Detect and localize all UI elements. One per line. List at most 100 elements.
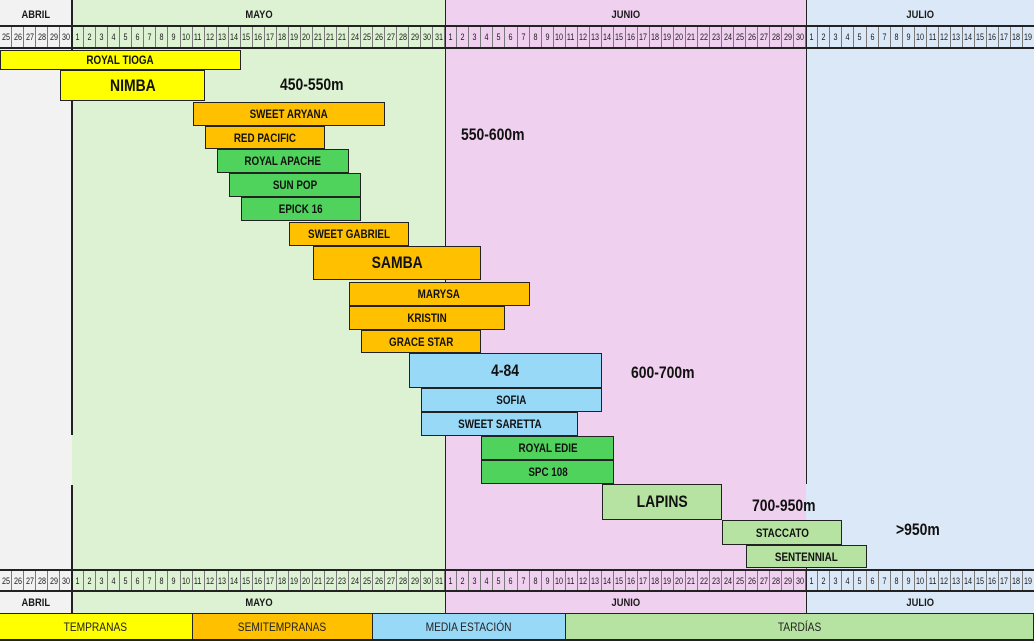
day-label: 30 — [795, 31, 804, 42]
day-label: 14 — [603, 575, 612, 586]
day-header-top: 25 — [361, 26, 374, 47]
day-header-bottom: 12 — [204, 570, 217, 591]
altitude-annotation: 600-700m — [631, 363, 695, 382]
day-label: 12 — [579, 31, 588, 42]
month-label: MAYO — [245, 597, 273, 609]
day-label: 8 — [533, 575, 538, 586]
variety-label: SENTENNIAL — [774, 549, 838, 564]
day-label: 3 — [833, 31, 838, 42]
day-header-top: 21 — [312, 26, 325, 47]
day-label: 13 — [591, 575, 600, 586]
variety-bar-4-84: 4-84 — [409, 353, 602, 388]
day-header-top: 13 — [950, 26, 963, 47]
day-header-bottom: 27 — [24, 570, 37, 591]
day-header-bottom: 9 — [168, 570, 181, 591]
day-header-top: 1 — [806, 26, 819, 47]
day-header-bottom: 25 — [361, 570, 374, 591]
day-label: 7 — [147, 31, 152, 42]
month-header-top: JULIO — [806, 3, 1034, 27]
grid-rule — [0, 25, 1034, 27]
day-header-bottom: 8 — [529, 570, 542, 591]
day-label: 15 — [976, 575, 985, 586]
day-header-bottom: 20 — [673, 570, 686, 591]
day-label: 6 — [508, 31, 513, 42]
day-label: 5 — [496, 31, 501, 42]
variety-bar-nimba: NIMBA — [60, 70, 205, 101]
day-header-bottom: 8 — [890, 570, 903, 591]
day-label: 14 — [603, 31, 612, 42]
day-header-bottom: 28 — [36, 570, 49, 591]
day-header-top: 14 — [962, 26, 975, 47]
day-header-top: 16 — [252, 26, 265, 47]
day-label: 2 — [460, 31, 465, 42]
day-header-bottom: 16 — [252, 570, 265, 591]
day-header-top: 25 — [734, 26, 747, 47]
day-header-top: 30 — [794, 26, 807, 47]
day-header-top: 19 — [288, 26, 301, 47]
month-divider — [805, 0, 808, 484]
day-label: 22 — [326, 575, 335, 586]
day-label: 7 — [882, 31, 887, 42]
day-header-bottom: 15 — [240, 570, 253, 591]
day-header-top: 28 — [770, 26, 783, 47]
day-header-top: 10 — [180, 26, 193, 47]
day-label: 25 — [1, 575, 10, 586]
day-label: 25 — [362, 575, 371, 586]
day-header-bottom: 4 — [842, 570, 855, 591]
day-header-bottom: 18 — [1010, 570, 1023, 591]
day-header-bottom: 26 — [373, 570, 386, 591]
day-header-top: 19 — [661, 26, 674, 47]
grid-rule — [0, 639, 1034, 641]
day-label: 14 — [230, 31, 239, 42]
day-header-bottom: 6 — [866, 570, 879, 591]
variety-bar-red-pacific: RED PACIFIC — [204, 126, 325, 149]
day-header-top: 29 — [782, 26, 795, 47]
day-header-bottom: 29 — [48, 570, 61, 591]
day-label: 11 — [567, 575, 575, 586]
day-header-bottom: 5 — [854, 570, 867, 591]
variety-bar-lapins: LAPINS — [601, 484, 723, 520]
day-header-top: 1 — [445, 26, 458, 47]
day-header-top: 19 — [1022, 26, 1034, 47]
day-header-bottom: 11 — [192, 570, 205, 591]
day-header-top: 5 — [493, 26, 506, 47]
day-header-top: 3 — [469, 26, 482, 47]
day-header-top: 28 — [397, 26, 410, 47]
day-header-top: 10 — [553, 26, 566, 47]
day-label: 6 — [870, 575, 875, 586]
day-header-top: 10 — [914, 26, 927, 47]
variety-label: ROYAL TIOGA — [86, 53, 154, 67]
day-label: 18 — [278, 575, 287, 586]
variety-bar-royal-edie: ROYAL EDIE — [481, 436, 614, 460]
day-header-top: 23 — [710, 26, 723, 47]
day-label: 28 — [37, 31, 46, 42]
day-header-top: 18 — [649, 26, 662, 47]
day-label: 24 — [723, 31, 732, 42]
day-label: 4 — [845, 31, 850, 42]
day-header-bottom: 26 — [746, 570, 759, 591]
day-label: 4 — [484, 31, 489, 42]
day-label: 17 — [1000, 31, 1009, 42]
day-label: 8 — [894, 575, 899, 586]
day-label: 13 — [952, 31, 961, 42]
day-label: 9 — [545, 575, 550, 586]
variety-bar-sweet-aryana: SWEET ARYANA — [192, 102, 386, 126]
day-header-bottom: 3 — [469, 570, 482, 591]
day-label: 27 — [25, 31, 34, 42]
day-header-top: 15 — [613, 26, 626, 47]
day-label: 27 — [386, 31, 395, 42]
day-label: 6 — [508, 575, 513, 586]
day-label: 24 — [350, 31, 359, 42]
day-label: 11 — [928, 575, 936, 586]
month-divider — [805, 568, 808, 614]
day-header-bottom: 14 — [601, 570, 614, 591]
month-divider — [71, 0, 73, 435]
day-header-bottom: 10 — [553, 570, 566, 591]
day-label: 15 — [615, 575, 624, 586]
day-header-top: 2 — [457, 26, 470, 47]
variety-bar-sun-pop: SUN POP — [228, 173, 362, 197]
day-label: 9 — [906, 31, 911, 42]
day-label: 19 — [663, 575, 672, 586]
day-header-bottom: 15 — [974, 570, 987, 591]
day-header-top: 7 — [144, 26, 157, 47]
